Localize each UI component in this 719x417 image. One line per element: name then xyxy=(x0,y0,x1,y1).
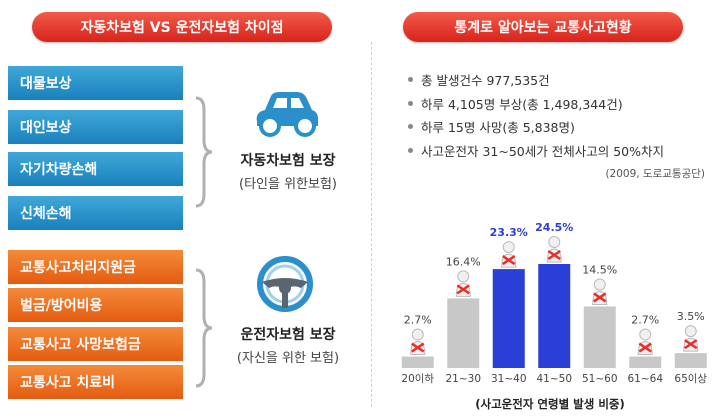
bullet-icon xyxy=(408,124,413,130)
person-head-icon xyxy=(593,278,606,291)
category-label: 21~30 xyxy=(445,373,481,385)
person-head-icon xyxy=(411,328,424,341)
chart-bar xyxy=(583,306,616,368)
stat-item: 총 발생건수 977,535건 xyxy=(408,68,664,92)
injury-mark-icon xyxy=(502,255,516,266)
person-head-icon xyxy=(457,270,470,283)
stat-item: 하루 4,105명 부상(총 1,498,344건) xyxy=(408,92,664,116)
category-label: 31~40 xyxy=(491,373,527,385)
category-label: 65이상 xyxy=(674,373,707,385)
section-divider xyxy=(371,42,372,407)
stats-list: 총 발생건수 977,535건 하루 4,105명 부상(총 1,498,344… xyxy=(408,68,664,162)
value-label: 24.5% xyxy=(535,221,573,234)
injury-mark-icon xyxy=(684,339,698,350)
value-label: 2.7% xyxy=(631,314,659,327)
chart-bar xyxy=(401,356,434,368)
injury-mark-icon xyxy=(593,292,607,303)
stat-item: 하루 15명 사망(총 5,838명) xyxy=(408,115,664,139)
chart-bar xyxy=(447,298,480,368)
driver-item-3: 교통사고 사망보험금 xyxy=(8,327,183,361)
auto-item-4: 신체손해 xyxy=(8,196,183,230)
person-head-icon xyxy=(502,241,515,254)
auto-coverage-title: 자동차보험 보장 xyxy=(240,153,336,169)
value-label: 16.4% xyxy=(446,255,481,268)
value-label: 3.5% xyxy=(677,310,705,323)
category-label: 20이하 xyxy=(401,372,434,385)
injury-mark-icon xyxy=(638,342,652,353)
driver-coverage-subtitle: (자신을 위한 보험) xyxy=(236,351,340,366)
auto-item-3: 자기차량손해 xyxy=(8,152,183,186)
chart-bar xyxy=(629,356,662,368)
driver-item-2: 벌금/방어비용 xyxy=(8,288,183,322)
value-label: 23.3% xyxy=(490,226,528,239)
bullet-icon xyxy=(408,147,413,153)
person-head-icon xyxy=(548,236,561,248)
driver-coverage-title: 운전자보험 보장 xyxy=(240,327,336,343)
age-bar-chart: 2.7% 20이하 16.4% 21~30 23.3% 31~40 24.5% 41~50 14… xyxy=(401,221,707,411)
driver-brace xyxy=(195,268,213,388)
stat-item: 사고운전자 31~50세가 전체사고의 50%차지 xyxy=(408,139,664,163)
chart-bar xyxy=(674,353,707,368)
right-header: 통계로 알아보는 교통사고현황 xyxy=(403,12,683,42)
chart-bar xyxy=(538,264,571,368)
x-axis-label: (사고운전자 연령별 발생 비중) xyxy=(475,397,624,411)
left-header: 자동차보험 VS 운전자보험 차이점 xyxy=(32,12,332,42)
driver-item-4: 교통사고 치료비 xyxy=(8,365,183,399)
driver-item-1: 교통사고처리지원금 xyxy=(8,250,183,284)
value-label: 14.5% xyxy=(582,263,617,276)
injury-mark-icon xyxy=(547,249,561,261)
auto-item-1: 대물보상 xyxy=(8,66,183,100)
person-head-icon xyxy=(639,328,652,341)
injury-mark-icon xyxy=(456,284,470,295)
source-note: (2009, 도로교통공단) xyxy=(605,168,705,180)
value-label: 2.7% xyxy=(404,314,432,327)
category-label: 51~60 xyxy=(582,373,618,385)
category-label: 61~64 xyxy=(627,373,663,385)
auto-item-2: 대인보상 xyxy=(8,110,183,144)
auto-coverage-subtitle: (타인을 위한보험) xyxy=(239,177,337,192)
person-head-icon xyxy=(684,325,697,338)
category-label: 41~50 xyxy=(536,373,572,385)
bullet-icon xyxy=(408,100,413,106)
chart-bar xyxy=(492,269,525,368)
car-icon xyxy=(256,92,319,137)
injury-mark-icon xyxy=(411,342,425,353)
steering-wheel-icon xyxy=(257,256,313,312)
auto-brace xyxy=(195,96,213,208)
bullet-icon xyxy=(408,77,413,83)
